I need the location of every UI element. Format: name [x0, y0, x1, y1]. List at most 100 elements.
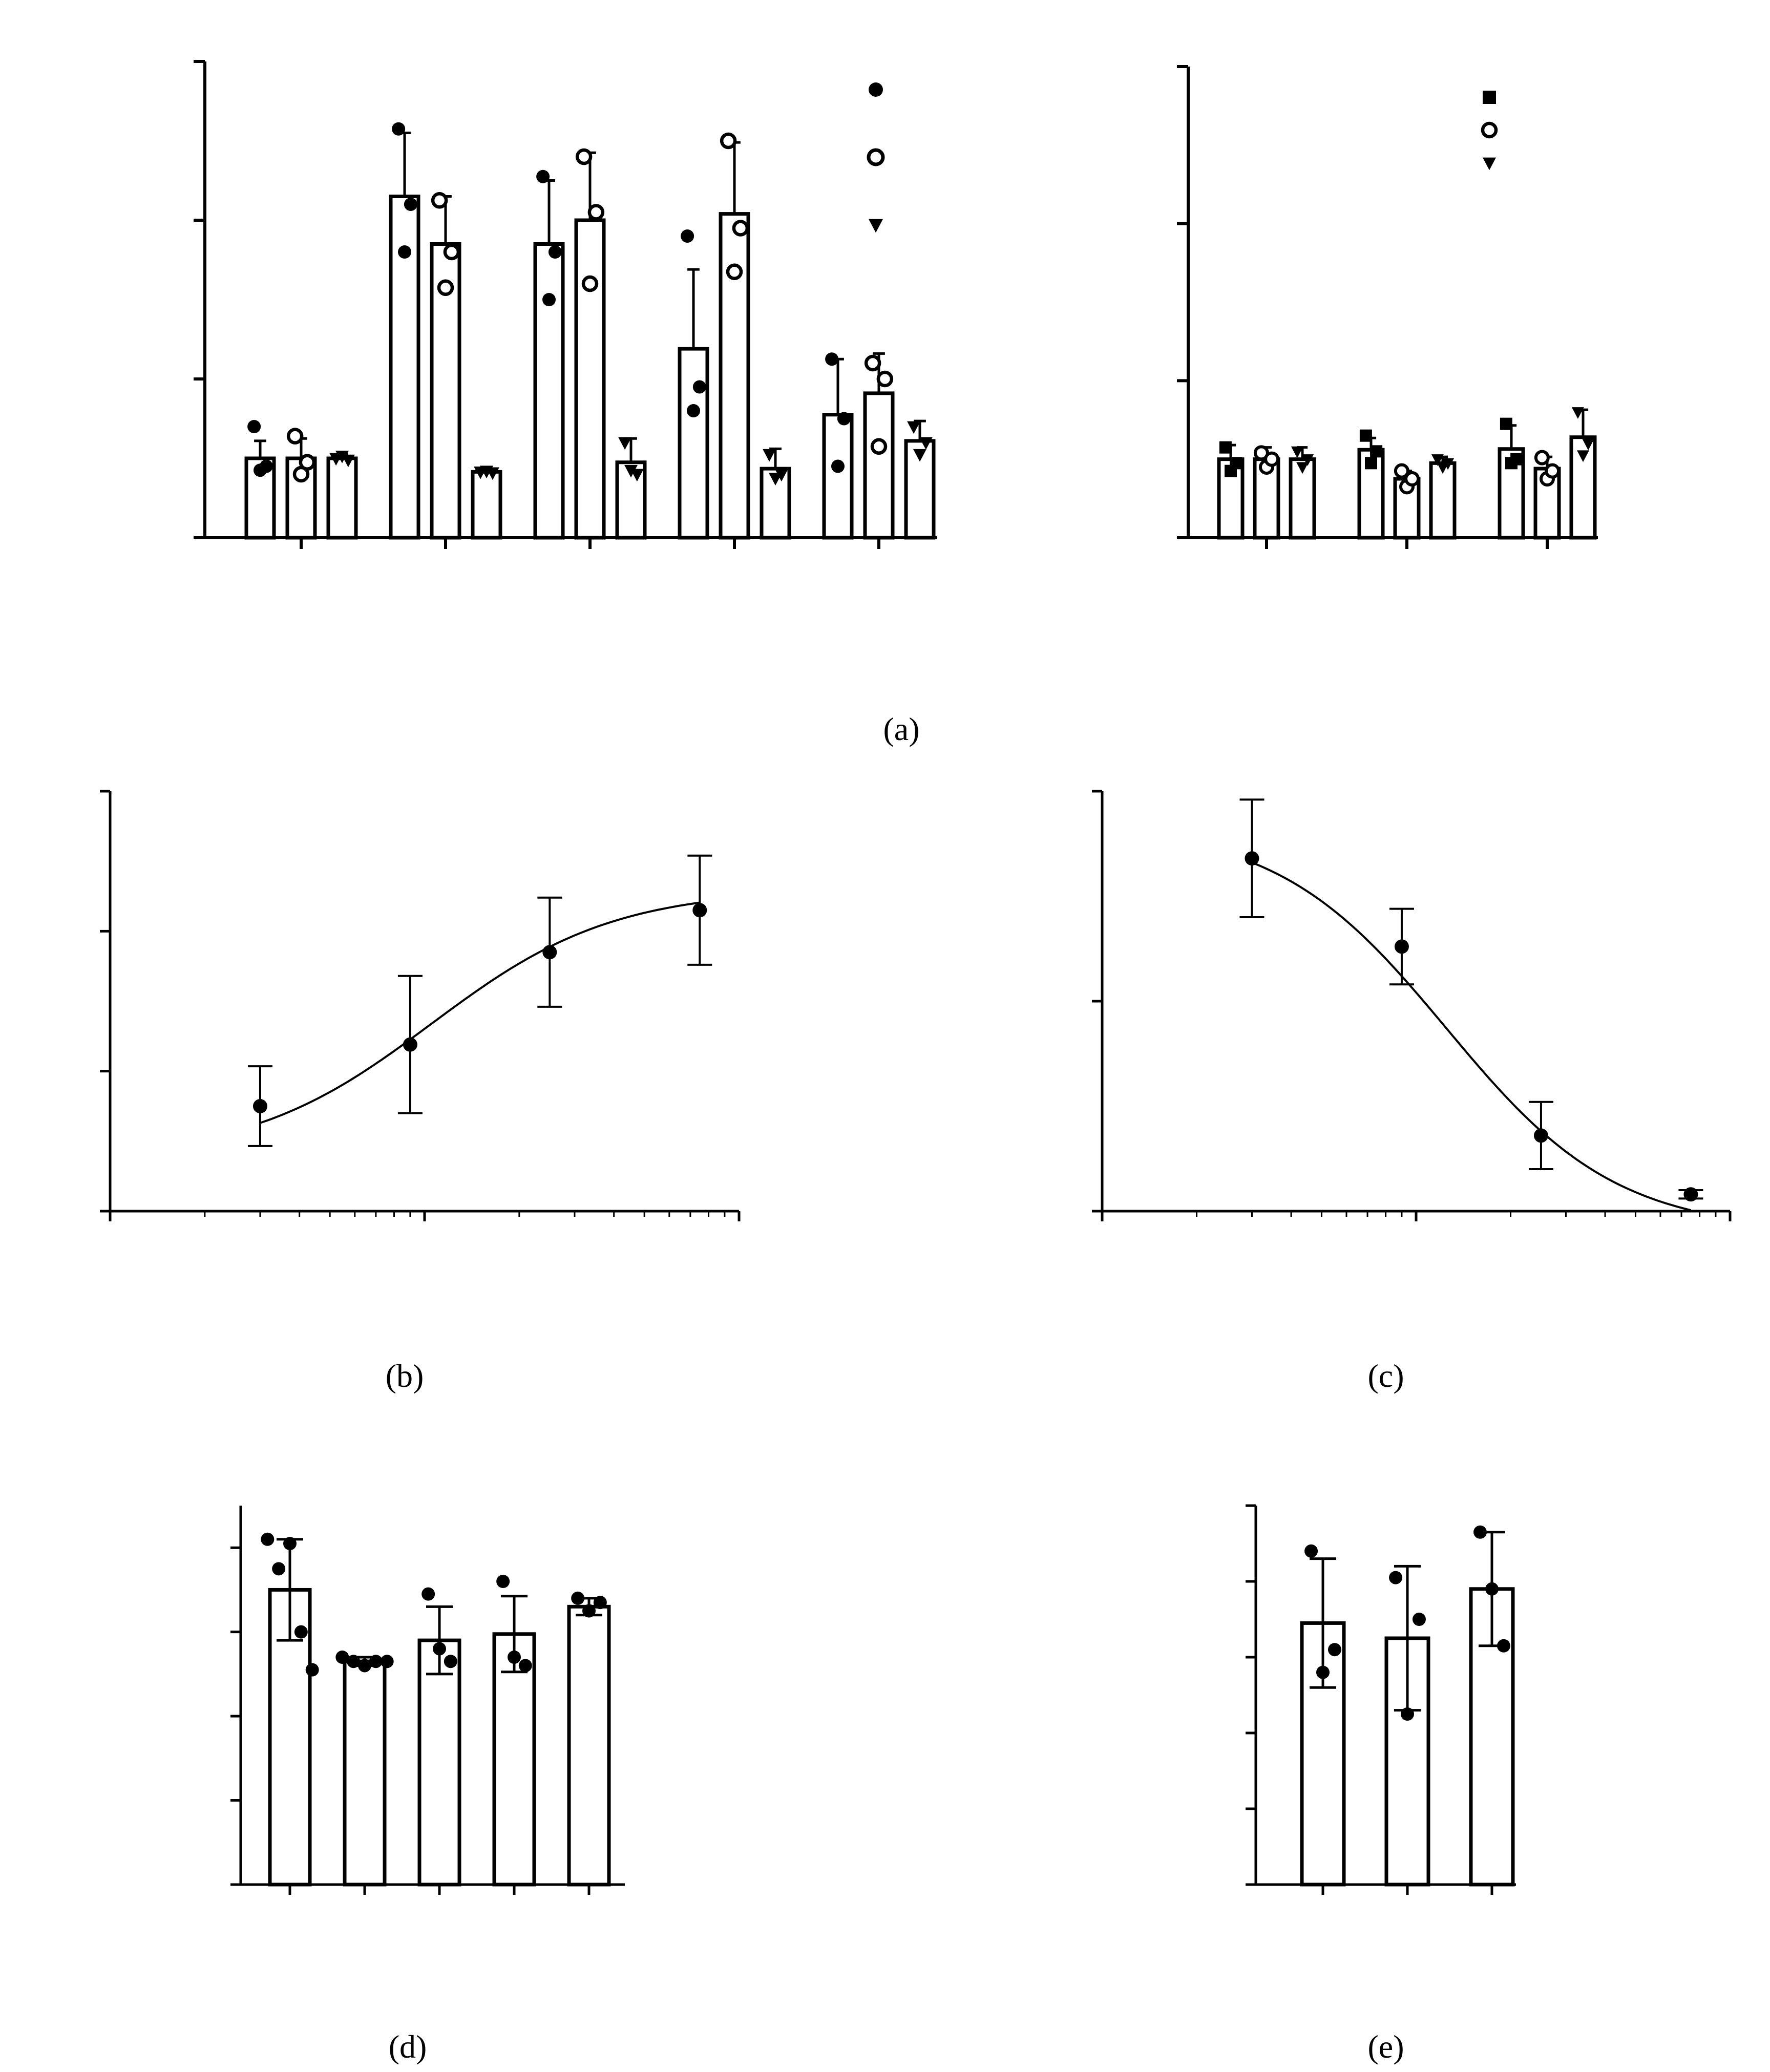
data-point [582, 1604, 596, 1618]
legend-bckdk-symbol [1481, 121, 1498, 139]
chart-d-cholesterol-tl5g3 [230, 1506, 625, 1895]
data-point [870, 438, 888, 455]
data-point [1533, 1128, 1548, 1143]
data-point [1245, 851, 1259, 866]
data-point [825, 352, 839, 366]
bar-aldob-saline [326, 456, 358, 540]
data-point [1394, 463, 1409, 479]
data-point [571, 1591, 585, 1605]
data-point [919, 437, 933, 450]
legend-aldob-symbol [869, 219, 883, 233]
data-point [1500, 417, 1512, 430]
data-point [398, 245, 411, 259]
data-point [508, 1651, 521, 1664]
data-point [1582, 438, 1595, 451]
data-point [335, 450, 349, 463]
data-point [1577, 450, 1589, 462]
legend-aldoa-symbol [1483, 91, 1496, 104]
data-point [907, 421, 921, 434]
data-point [486, 467, 499, 480]
data-point [392, 122, 406, 136]
data-point [587, 204, 605, 221]
data-point [1510, 453, 1523, 466]
bar-aldoa-3 [822, 413, 854, 540]
fit-curve [260, 901, 700, 1124]
data-point [252, 1099, 267, 1113]
data-point [1389, 1571, 1403, 1584]
data-point [247, 420, 261, 433]
data-point [692, 380, 706, 394]
data-point [681, 229, 694, 243]
data-point [581, 275, 599, 292]
bar-aldob-75 [471, 470, 502, 540]
chart-b-aldoa-dose-response [100, 790, 741, 1221]
data-point [1497, 1639, 1510, 1653]
fit-curve [1251, 861, 1691, 1212]
data-point [369, 1655, 383, 1668]
data-point [294, 1625, 308, 1639]
legend-bckdk-symbol [867, 148, 885, 166]
data-point [518, 1659, 532, 1673]
bar-75 [343, 1659, 387, 1887]
data-point [687, 404, 700, 417]
data-point [335, 1651, 349, 1664]
bar-aldoa-25 [533, 242, 565, 540]
data-point [422, 1587, 435, 1601]
data-point [1328, 1643, 1341, 1657]
chart-a2-gene-expression-tinyctr [1177, 65, 1598, 549]
data-point [1442, 458, 1455, 470]
data-point [774, 469, 788, 482]
data-point [763, 449, 776, 462]
data-point [496, 1575, 510, 1588]
panel-label-b: (b) [386, 1358, 424, 1394]
bar-aldob-25 [1429, 461, 1457, 540]
data-point [624, 464, 638, 478]
panel-label-c: (c) [1367, 1358, 1404, 1394]
bar-bckdk-25 [574, 218, 606, 540]
data-point [431, 192, 448, 209]
data-point [1230, 457, 1242, 470]
data-point [1264, 451, 1280, 467]
data-point [1304, 1544, 1318, 1558]
data-point [437, 279, 454, 296]
chart-e-cholesterol-tinyctr [1246, 1504, 1516, 1895]
data-point [1431, 454, 1444, 466]
data-point [443, 243, 460, 261]
data-point [831, 459, 845, 473]
data-point [913, 449, 926, 462]
chart-c-mirna122-dose-response [1092, 790, 1732, 1221]
data-point [403, 1037, 417, 1052]
data-point [1316, 1665, 1330, 1679]
data-point [272, 1562, 286, 1576]
data-point [1291, 446, 1303, 458]
data-point [864, 354, 881, 372]
data-point [1571, 407, 1584, 419]
data-point [1301, 454, 1314, 466]
data-point [259, 459, 273, 473]
data-point [299, 454, 316, 471]
data-point [1394, 939, 1409, 954]
data-point [1545, 463, 1561, 479]
data-point [1683, 1187, 1698, 1202]
bar-9 [492, 1632, 536, 1887]
data-point [358, 1659, 371, 1673]
data-point [433, 1642, 446, 1656]
data-point [347, 1655, 361, 1668]
data-point [720, 132, 737, 150]
data-point [404, 198, 417, 211]
data-point [1359, 429, 1372, 442]
data-point [575, 148, 593, 165]
panel-label-e: (e) [1367, 2028, 1404, 2065]
data-point [726, 263, 743, 280]
data-point [1473, 1525, 1487, 1539]
legend-aldoa-symbol [869, 82, 883, 97]
data-point [444, 1655, 457, 1668]
data-point [548, 245, 562, 259]
data-point [837, 412, 851, 426]
data-point [1401, 1707, 1414, 1721]
data-point [630, 469, 644, 482]
bar-bckdk-9 [719, 212, 750, 540]
data-point [536, 170, 550, 183]
bar-aldoa-9 [678, 347, 709, 540]
data-point [1219, 441, 1232, 454]
